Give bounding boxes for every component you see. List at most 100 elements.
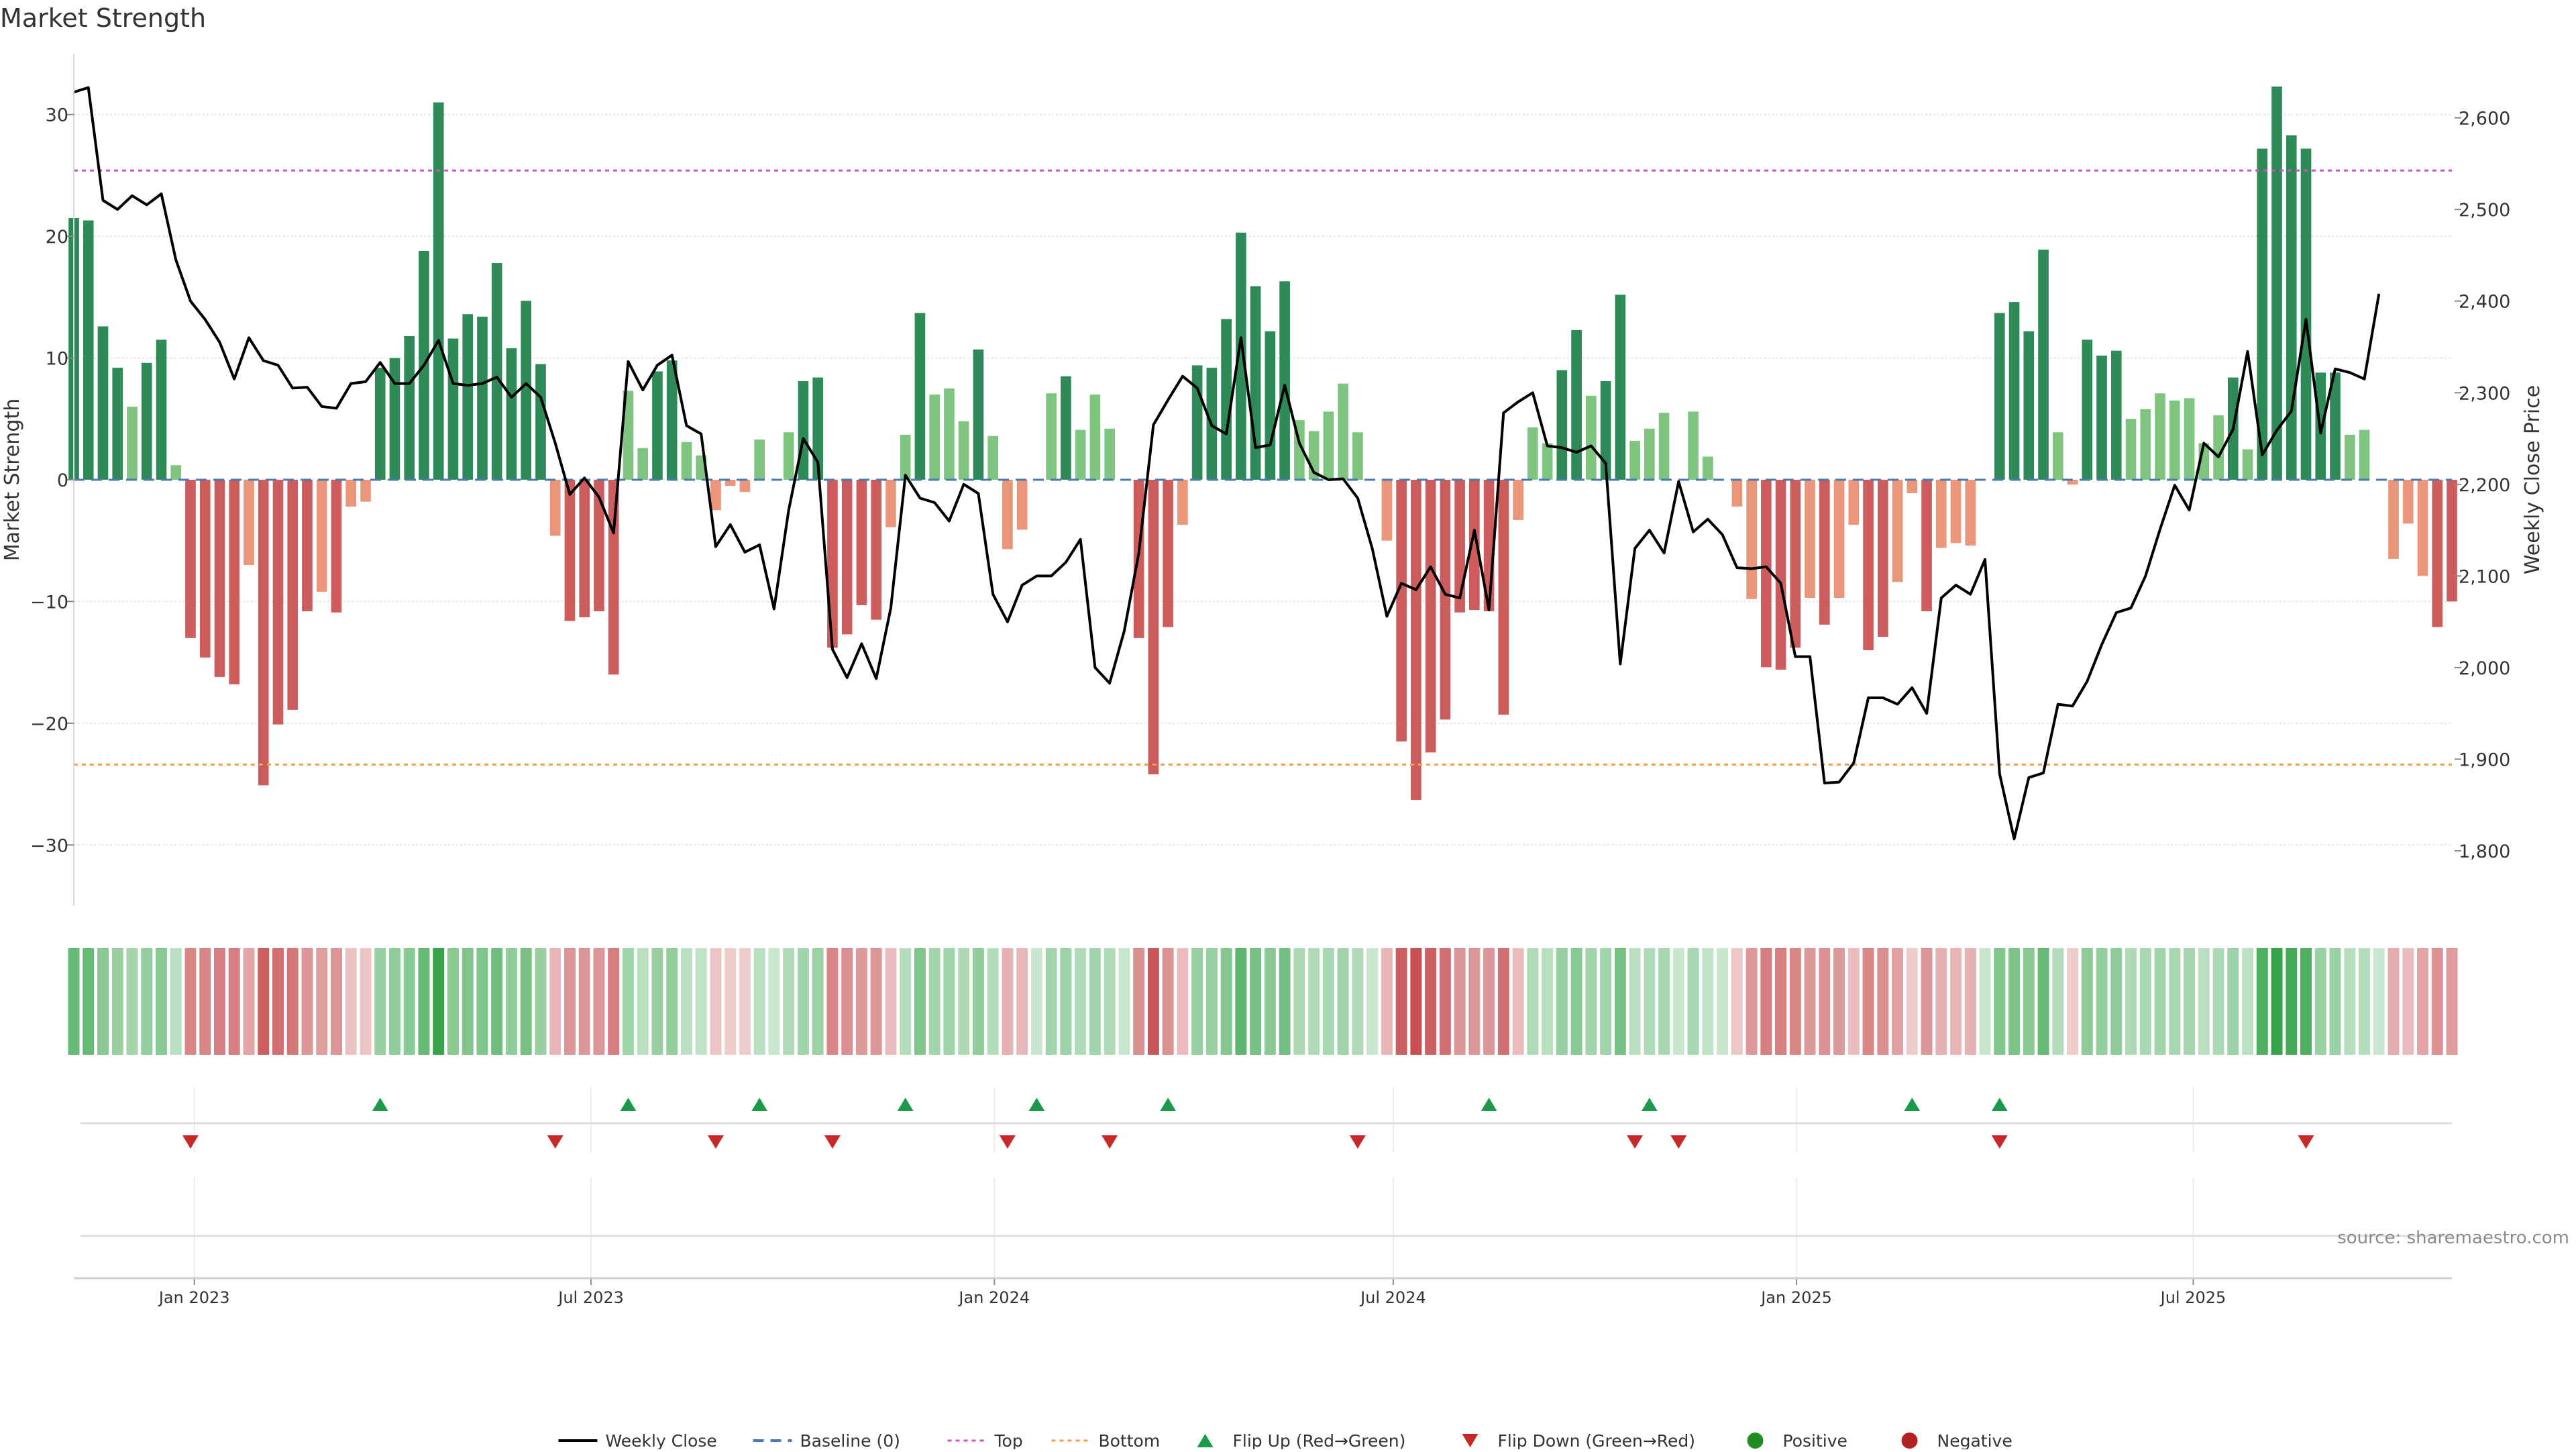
y-tick-label-left: 20 <box>46 227 68 248</box>
heatmap-cell <box>928 948 941 1055</box>
strength-bar <box>2184 398 2195 480</box>
strength-bar <box>987 435 998 480</box>
y-axis-label-right: Weekly Close Price <box>2521 385 2544 574</box>
strength-bar <box>2052 432 2063 480</box>
strength-bar <box>1075 429 1086 480</box>
legend-label: Top <box>994 1431 1023 1449</box>
heatmap-cell <box>447 948 459 1055</box>
heatmap-cell <box>695 948 707 1055</box>
heatmap-cell <box>228 948 240 1055</box>
heatmap-cell <box>1366 948 1379 1055</box>
heatmap-cell <box>360 948 372 1055</box>
strength-bar <box>841 480 853 635</box>
strength-bar <box>1658 413 1670 480</box>
strength-bar <box>521 301 532 480</box>
heatmap-cell <box>403 948 415 1055</box>
x-tick-label: Jan 2023 <box>158 1288 230 1307</box>
legend-label: Flip Up (Red→Green) <box>1233 1431 1406 1449</box>
heatmap-cell <box>316 948 328 1055</box>
heatmap-cell <box>1322 948 1334 1055</box>
strength-bar <box>535 364 546 480</box>
legend-symbol <box>1747 1433 1764 1449</box>
strength-bar <box>1163 480 1173 627</box>
heatmap-cell <box>520 948 532 1055</box>
heatmap-cell <box>2169 948 2181 1055</box>
heatmap-cell <box>870 948 882 1055</box>
heatmap-cell <box>1016 948 1028 1055</box>
heatmap-cell <box>2446 948 2458 1055</box>
heatmap-cell <box>1950 948 1962 1055</box>
strength-bar <box>2432 480 2443 627</box>
heatmap-cell <box>418 948 430 1055</box>
strength-bar <box>1863 480 1874 650</box>
heatmap-cell <box>666 948 678 1055</box>
heatmap-cell <box>1235 948 1247 1055</box>
strength-bar <box>2447 480 2457 602</box>
heatmap-cell <box>637 948 649 1055</box>
y-tick-label-right: 1,800 <box>2459 841 2510 862</box>
strength-bar <box>681 442 692 480</box>
y-tick-label-right: 2,500 <box>2459 200 2510 221</box>
strength-bar <box>2388 480 2399 559</box>
strength-bar <box>389 358 400 480</box>
heatmap-cell <box>841 948 853 1055</box>
legend-item: Baseline (0) <box>753 1431 900 1451</box>
strength-bar <box>871 480 881 620</box>
heatmap-cell <box>549 948 561 1055</box>
heatmap-cell <box>1030 948 1042 1055</box>
strength-bar <box>2140 409 2151 480</box>
heatmap-cell <box>1672 948 1684 1055</box>
heatmap-cell <box>943 948 955 1055</box>
strength-bar <box>1279 281 1290 480</box>
heatmap-cell <box>2387 948 2400 1055</box>
heatmap-cell <box>2154 948 2166 1055</box>
heatmap-cell <box>1439 948 1451 1055</box>
strength-bar <box>374 368 386 480</box>
heatmap-cell <box>1687 948 1699 1055</box>
heatmap-cell <box>476 948 488 1055</box>
heatmap-cell <box>2373 948 2385 1055</box>
y-tick-label-right: 2,300 <box>2459 383 2510 404</box>
heatmap-cell <box>1702 948 1714 1055</box>
x-tick-label: Jan 2025 <box>1760 1288 1832 1307</box>
heatmap-cell <box>330 948 342 1055</box>
x-tick-label: Jan 2024 <box>957 1288 1030 1307</box>
strength-bar <box>2300 148 2312 480</box>
flip-up-marker <box>1028 1098 1045 1111</box>
strength-bar <box>944 388 955 480</box>
flip-down-marker <box>1627 1135 1644 1149</box>
strength-bar <box>1016 480 1028 530</box>
strength-bar <box>1702 456 1713 480</box>
strength-bar <box>1556 370 1568 480</box>
y-tick-label-right: 2,200 <box>2459 475 2510 496</box>
strength-bar <box>1629 440 1640 480</box>
y-tick-label-left: 0 <box>57 470 68 491</box>
heatmap-cell <box>286 948 299 1055</box>
strength-bar <box>1950 480 1962 543</box>
heatmap-cell <box>491 948 503 1055</box>
strength-bar <box>2344 434 2355 480</box>
strength-bar <box>2286 135 2297 480</box>
heatmap-cell <box>2227 948 2239 1055</box>
strength-bar <box>724 480 736 486</box>
heatmap-cell <box>141 948 153 1055</box>
flip-down-marker <box>182 1135 199 1149</box>
heatmap-cell <box>1352 948 1364 1055</box>
strength-bar <box>244 480 254 565</box>
heatmap-cell <box>651 948 663 1055</box>
strength-bar <box>1396 480 1407 742</box>
strength-bar <box>1411 480 1421 800</box>
strength-bar <box>287 480 299 710</box>
heatmap-cell <box>1614 948 1626 1055</box>
heatmap-cell <box>855 948 867 1055</box>
strength-bar <box>1148 480 1159 775</box>
heatmap-cell <box>1002 948 1014 1055</box>
strength-bar <box>1104 428 1115 480</box>
heatmap-cell <box>83 948 95 1055</box>
strength-bar <box>754 439 765 480</box>
heatmap-cell <box>1104 948 1116 1055</box>
heatmap-cell <box>608 948 620 1055</box>
heatmap-cell <box>199 948 211 1055</box>
